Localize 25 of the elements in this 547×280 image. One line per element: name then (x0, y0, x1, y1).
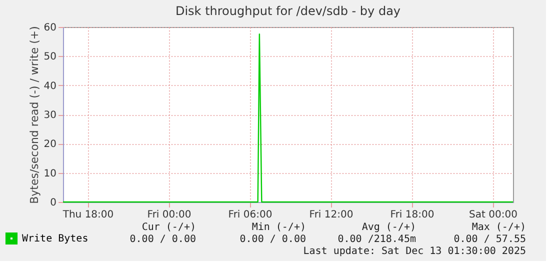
text: Avg (-/+) (362, 222, 416, 233)
chart-title: Disk throughput for /dev/sdb - by day (175, 4, 401, 18)
x-tick-label: Sat 00:00 (469, 210, 518, 220)
y-tick-label: 50 (44, 52, 56, 63)
y-tick-label: 0 (50, 198, 56, 208)
y-tick-label: 20 (44, 139, 56, 150)
y-axis-title: Bytes/second read (-) / write (+) (28, 26, 41, 204)
y-tick-label: 40 (44, 80, 56, 92)
legend-label: Write Bytes (22, 234, 88, 244)
text: Cur (-/+) (142, 222, 196, 233)
y-tick-label: 30 (44, 110, 56, 121)
text: 0.00 /218.45m (338, 234, 416, 245)
y-tick-label: 10 (44, 168, 56, 180)
text: Last update: Sat Dec 13 01:30:00 2025 (303, 246, 526, 257)
text: 0.00 / 0.00 (130, 234, 196, 245)
x-tick-label: Fri 12:00 (309, 210, 354, 220)
y-tick-label: 60 (44, 22, 56, 34)
text: 0.00 / 57.55 (454, 234, 526, 245)
x-tick-label: Thu 18:00 (62, 210, 114, 220)
x-tick-label: Fri 06:00 (228, 210, 272, 220)
text: Max (-/+) (472, 222, 526, 233)
text: 0.00 / 0.00 (240, 234, 306, 245)
x-tick-label: Fri 18:00 (390, 210, 434, 220)
x-tick-label: Fri 00:00 (147, 210, 192, 220)
text: Min (-/+) (252, 222, 306, 233)
